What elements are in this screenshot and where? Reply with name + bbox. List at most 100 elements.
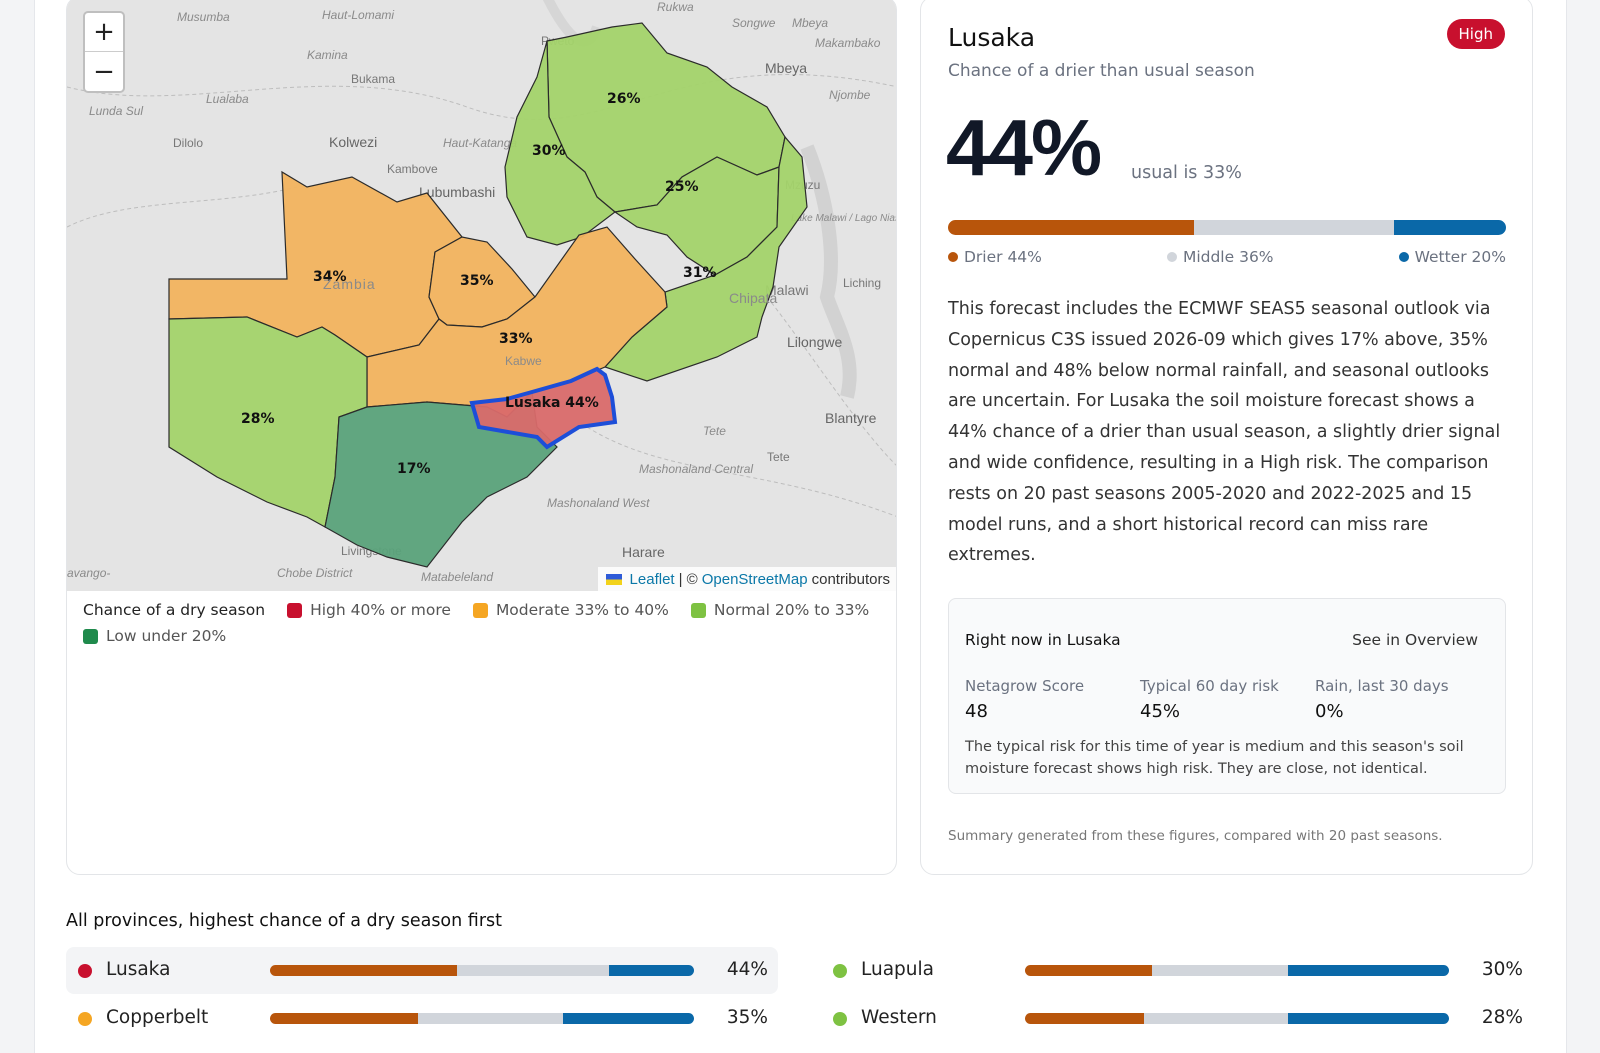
risk-dot-icon xyxy=(833,964,847,978)
tercile-wetter-segment xyxy=(1394,220,1506,235)
detail-card: Lusaka High Chance of a drier than usual… xyxy=(920,0,1533,875)
attribution-contributors: contributors xyxy=(811,570,890,588)
dry-chance-value: 44% xyxy=(946,103,1102,192)
summary-footnote: Summary generated from these figures, co… xyxy=(948,828,1443,844)
svg-text:avango-: avango- xyxy=(67,566,110,580)
svg-text:Haut-Lomami: Haut-Lomami xyxy=(322,8,394,22)
see-in-overview-link[interactable]: See in Overview xyxy=(1352,631,1478,649)
usual-value: usual is 33% xyxy=(1131,163,1242,183)
country-labels: Zambia Chipata Kabwe xyxy=(323,276,777,368)
svg-text:Lake Malawi / Lago Niassa: Lake Malawi / Lago Niassa xyxy=(791,213,897,224)
risk-badge: High xyxy=(1446,19,1505,49)
svg-text:Mashonaland West: Mashonaland West xyxy=(547,496,650,510)
svg-text:Mbeya: Mbeya xyxy=(792,16,828,30)
risk-dot-icon xyxy=(78,1012,92,1026)
svg-text:Chobe District: Chobe District xyxy=(277,566,353,580)
risk-dot-icon xyxy=(833,1012,847,1026)
province-row-bar xyxy=(270,1013,694,1024)
province-row-bar xyxy=(270,965,694,976)
province-row-name: Luapula xyxy=(861,959,934,980)
svg-text:Lualaba: Lualaba xyxy=(206,92,249,106)
tercile-drier-label: Drier 44% xyxy=(948,248,1042,266)
province-row-bar xyxy=(1025,965,1449,976)
svg-text:Njombe: Njombe xyxy=(829,88,871,102)
legend-swatch-moderate xyxy=(472,602,488,618)
right-now-panel: Right now in Lusaka See in Overview Neta… xyxy=(948,598,1506,794)
province-lusaka xyxy=(469,366,618,450)
svg-text:Kamina: Kamina xyxy=(307,48,348,62)
svg-text:30%: 30% xyxy=(532,143,566,159)
province-row-value: 28% xyxy=(1481,1007,1523,1028)
svg-text:Mashonaland Central: Mashonaland Central xyxy=(639,462,753,476)
svg-text:33%: 33% xyxy=(499,331,533,347)
stat-typical-risk: Typical 60 day risk 45% xyxy=(1140,677,1279,722)
map[interactable]: Musumba Haut-Lomami Rukwa Songwe Mbeya K… xyxy=(67,0,897,591)
svg-text:Tete: Tete xyxy=(703,424,726,438)
middle-dot-icon xyxy=(1166,252,1177,262)
province-row-value: 35% xyxy=(726,1007,768,1028)
forecast-summary: This forecast includes the ECMWF SEAS5 s… xyxy=(948,299,1501,566)
svg-text:34%: 34% xyxy=(313,269,347,285)
province-row-name: Lusaka xyxy=(106,959,171,980)
risk-dot-icon xyxy=(78,964,92,978)
tercile-middle-label: Middle 36% xyxy=(1166,248,1274,266)
svg-text:Rukwa: Rukwa xyxy=(657,0,694,14)
legend-swatch-low xyxy=(83,628,98,644)
provinces-list-title: All provinces, highest chance of a dry s… xyxy=(66,911,502,931)
zoom-in-button[interactable]: + xyxy=(85,13,123,52)
stat-rain-last-30-days: Rain, last 30 days 0% xyxy=(1315,677,1449,722)
legend-swatch-normal xyxy=(690,602,706,618)
province-row-lusaka[interactable]: Lusaka 44% xyxy=(66,947,778,994)
province-title: Lusaka xyxy=(948,23,1036,52)
svg-text:28%: 28% xyxy=(241,411,275,427)
province-row-value: 30% xyxy=(1481,959,1523,980)
svg-text:Malawi: Malawi xyxy=(765,282,809,298)
province-southern xyxy=(324,390,558,568)
svg-text:31%: 31% xyxy=(683,265,717,281)
province-row-copperbelt[interactable]: Copperbelt 35% xyxy=(66,995,778,1042)
svg-text:Liching: Liching xyxy=(843,276,881,290)
drier-dot-icon xyxy=(948,252,958,262)
svg-text:35%: 35% xyxy=(460,273,494,289)
attribution-separator: | © xyxy=(678,570,698,588)
province-shapes[interactable] xyxy=(168,22,808,568)
svg-text:Lubumbashi: Lubumbashi xyxy=(419,184,495,200)
basemap-labels: Musumba Haut-Lomami Rukwa Songwe Mbeya K… xyxy=(67,0,897,584)
map-legend: Chance of a dry season High 40% or more … xyxy=(83,601,883,645)
tercile-wetter-label: Wetter 20% xyxy=(1398,248,1506,266)
ukraine-flag-icon xyxy=(605,573,622,585)
svg-text:Tete: Tete xyxy=(767,450,790,464)
province-row-name: Western xyxy=(861,1007,937,1028)
svg-text:Lunda Sul: Lunda Sul xyxy=(89,104,143,118)
zoom-out-button[interactable]: − xyxy=(93,56,115,87)
right-now-title: Right now in Lusaka xyxy=(965,631,1121,649)
legend-title: Chance of a dry season xyxy=(83,601,266,619)
svg-text:17%: 17% xyxy=(397,461,431,477)
svg-text:Matabeleland: Matabeleland xyxy=(421,570,493,584)
openstreetmap-link[interactable]: OpenStreetMap xyxy=(701,570,808,588)
tercile-bar xyxy=(948,220,1506,235)
svg-text:Kabwe: Kabwe xyxy=(505,354,542,368)
stat-netagrow-score: Netagrow Score 48 xyxy=(965,677,1085,722)
svg-text:Songwe: Songwe xyxy=(732,16,776,30)
map-card: Musumba Haut-Lomami Rukwa Songwe Mbeya K… xyxy=(66,0,897,875)
svg-text:Kambove: Kambove xyxy=(387,162,438,176)
svg-text:Bukama: Bukama xyxy=(351,72,395,86)
province-eastern xyxy=(603,135,808,382)
legend-swatch-high xyxy=(287,602,303,618)
map-attribution: Leaflet | © OpenStreetMap contributors xyxy=(597,567,896,591)
leaflet-link[interactable]: Leaflet xyxy=(629,570,675,588)
svg-text:Kolwezi: Kolwezi xyxy=(329,134,377,150)
province-labels: 26% 30% 25% 31% 34% 35% 33% 28% 17% Lusa… xyxy=(241,91,717,477)
province-row-western[interactable]: Western 28% xyxy=(821,995,1533,1042)
svg-text:Blantyre: Blantyre xyxy=(825,410,877,426)
legend-item-high: High 40% or more xyxy=(287,601,451,619)
legend-item-normal: Normal 20% to 33% xyxy=(690,601,869,619)
tercile-labels: Drier 44% Middle 36% Wetter 20% xyxy=(948,248,1506,266)
province-row-luapula[interactable]: Luapula 30% xyxy=(821,947,1533,994)
tercile-middle-segment xyxy=(1193,220,1395,235)
map-canvas[interactable]: Musumba Haut-Lomami Rukwa Songwe Mbeya K… xyxy=(67,0,897,591)
province-subtitle: Chance of a drier than usual season xyxy=(948,61,1255,81)
svg-text:Musumba: Musumba xyxy=(177,10,230,24)
svg-text:Lilongwe: Lilongwe xyxy=(787,334,842,350)
